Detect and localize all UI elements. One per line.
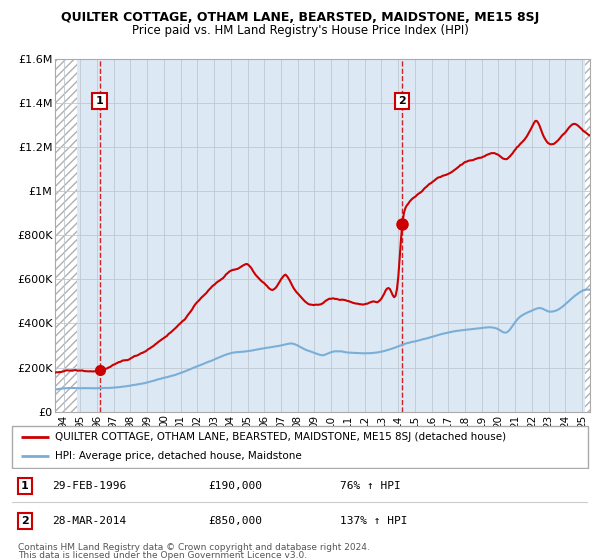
Text: 1: 1	[96, 96, 104, 106]
Text: HPI: Average price, detached house, Maidstone: HPI: Average price, detached house, Maid…	[55, 451, 302, 461]
Text: £850,000: £850,000	[208, 516, 262, 526]
Text: Price paid vs. HM Land Registry's House Price Index (HPI): Price paid vs. HM Land Registry's House …	[131, 24, 469, 36]
Text: 76% ↑ HPI: 76% ↑ HPI	[340, 481, 401, 491]
Text: This data is licensed under the Open Government Licence v3.0.: This data is licensed under the Open Gov…	[18, 551, 307, 560]
FancyBboxPatch shape	[12, 469, 588, 539]
Text: 29-FEB-1996: 29-FEB-1996	[52, 481, 127, 491]
Bar	[585, 59, 590, 412]
Text: 1: 1	[21, 481, 29, 491]
Text: QUILTER COTTAGE, OTHAM LANE, BEARSTED, MAIDSTONE, ME15 8SJ: QUILTER COTTAGE, OTHAM LANE, BEARSTED, M…	[61, 11, 539, 24]
Text: 28-MAR-2014: 28-MAR-2014	[52, 516, 127, 526]
Text: QUILTER COTTAGE, OTHAM LANE, BEARSTED, MAIDSTONE, ME15 8SJ (detached house): QUILTER COTTAGE, OTHAM LANE, BEARSTED, M…	[55, 432, 506, 442]
FancyBboxPatch shape	[12, 426, 588, 468]
Text: 2: 2	[21, 516, 29, 526]
Text: 2: 2	[398, 96, 406, 106]
Bar	[55, 59, 77, 412]
Text: 137% ↑ HPI: 137% ↑ HPI	[340, 516, 408, 526]
Text: £190,000: £190,000	[208, 481, 262, 491]
Text: Contains HM Land Registry data © Crown copyright and database right 2024.: Contains HM Land Registry data © Crown c…	[18, 543, 370, 552]
